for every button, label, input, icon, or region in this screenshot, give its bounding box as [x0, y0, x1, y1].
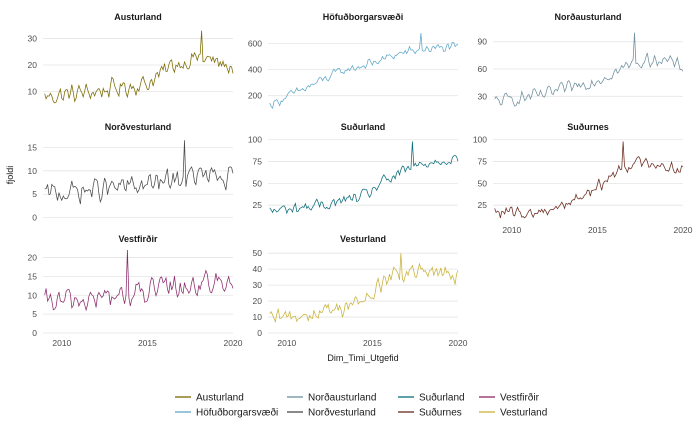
y-tick-label: 200: [248, 91, 262, 101]
x-tick-label: 2010: [52, 338, 71, 348]
legend: Austurland Höfuðborgarsvæði Norðausturland…: [175, 392, 547, 419]
y-tick-label: 30: [478, 91, 488, 101]
series-line-nor-vesturland: [44, 140, 234, 205]
panel-vesturland: Vesturland 0 10 20 30 40 50 2010 2015 2020: [253, 234, 468, 348]
y-tick-label: 75: [478, 157, 488, 167]
y-tick-label: 5: [32, 309, 37, 319]
panel-title: Höfuðborgarsvæði: [323, 12, 404, 22]
y-tick-label: 600: [248, 39, 262, 49]
series-line-h-fu-borgarsv-i: [269, 33, 459, 110]
legend-label: Suðurnes: [419, 407, 462, 419]
x-tick-label: 2020: [674, 225, 693, 235]
y-tick-label: 25: [253, 200, 263, 210]
panel-title: Suðurland: [341, 122, 386, 132]
y-tick-label: 30: [253, 280, 263, 290]
panel-title: Norðvesturland: [105, 122, 172, 132]
y-tick-label: 20: [28, 60, 38, 70]
y-tick-label: 10: [28, 290, 38, 300]
panel-nor-austurland: Norðausturland 30 60 90: [478, 12, 684, 107]
panel-title: Suðurnes: [567, 122, 609, 132]
y-tick-label: 20: [253, 296, 263, 306]
y-tick-label: 90: [478, 37, 488, 47]
x-tick-label: 2020: [224, 338, 243, 348]
y-tick-label: 5: [32, 189, 37, 199]
y-tick-label: 100: [473, 135, 487, 145]
series-line-su-urnes: [494, 141, 684, 219]
y-tick-label: 40: [253, 264, 263, 274]
y-tick-label: 0: [32, 328, 37, 338]
x-tick-label: 2015: [138, 338, 157, 348]
y-tick-label: 0: [257, 328, 262, 338]
panel-h-fu-borgarsv-i: Höfuðborgarsvæði 200 400 600: [248, 12, 459, 110]
y-tick-label: 50: [253, 248, 263, 258]
y-tick-label: 30: [28, 34, 38, 44]
y-tick-label: 0: [32, 213, 37, 223]
legend-label: Austurland: [196, 393, 244, 404]
y-tick-label: 50: [478, 178, 488, 188]
legend-label: Norðausturland: [308, 392, 376, 404]
series-line-su-urland: [269, 141, 459, 215]
series-line-vestfir-ir: [44, 249, 234, 312]
legend-item: Norðausturland: [287, 392, 376, 404]
series-line-austurland: [44, 30, 234, 104]
legend-item: Austurland: [175, 393, 244, 404]
y-tick-label: 400: [248, 65, 262, 75]
y-tick-label: 60: [478, 64, 488, 74]
y-tick-label: 100: [248, 135, 262, 145]
y-tick-label: 10: [28, 86, 38, 96]
panel-title: Vestfirðir: [118, 234, 158, 244]
legend-item: Vesturland: [479, 408, 547, 419]
x-axis-title: Dim_Timi_Utgefid: [327, 353, 398, 363]
x-tick-label: 2020: [449, 338, 468, 348]
y-axis-title: fjoldi: [5, 166, 15, 185]
legend-label: Vestfirðir: [500, 392, 540, 404]
y-tick-label: 75: [253, 157, 263, 167]
y-tick-label: 15: [28, 271, 38, 281]
y-tick-label: 15: [28, 142, 38, 152]
x-tick-label: 2015: [363, 338, 382, 348]
series-line-vesturland: [269, 253, 459, 324]
panel-title: Austurland: [114, 12, 162, 22]
x-tick-label: 2010: [277, 338, 296, 348]
legend-item: Suðurnes: [398, 407, 462, 419]
panel-title: Norðausturland: [554, 12, 621, 22]
panel-title: Vesturland: [340, 234, 386, 244]
panel-nor-vesturland: Norðvesturland 0 5 10 15: [28, 122, 234, 223]
panel-su-urnes: Suðurnes 25 50 75 100 2010 2015 2020: [473, 122, 693, 235]
legend-label: Norðvesturland: [308, 407, 376, 419]
y-tick-label: 10: [28, 166, 38, 176]
panel-vestfir-ir: Vestfirðir 0 5 10 15 20 2010 2015 2020: [28, 234, 243, 348]
y-tick-label: 50: [253, 178, 263, 188]
series-line-nor-austurland: [494, 32, 684, 107]
panel-su-urland: Suðurland 25 50 75 100: [248, 122, 459, 215]
y-tick-label: 25: [478, 200, 488, 210]
y-tick-label: 20: [28, 253, 38, 263]
legend-item: Vestfirðir: [479, 392, 540, 404]
legend-label: Suðurland: [419, 392, 465, 404]
legend-item: Höfuðborgarsvæði: [175, 407, 278, 419]
legend-label: Höfuðborgarsvæði: [196, 407, 278, 419]
legend-label: Vesturland: [500, 408, 547, 419]
y-tick-label: 10: [253, 312, 263, 322]
legend-item: Norðvesturland: [287, 407, 376, 419]
x-tick-label: 2015: [588, 225, 607, 235]
legend-item: Suðurland: [398, 392, 465, 404]
x-tick-label: 2010: [502, 225, 521, 235]
panel-austurland: Austurland 10 20 30: [28, 12, 234, 104]
